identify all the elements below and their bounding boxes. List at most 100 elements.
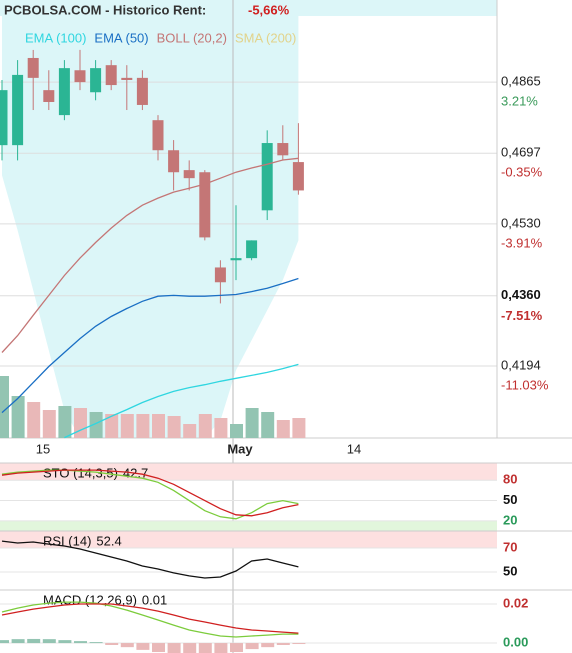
legend-entry: BOLL (20,2): [157, 30, 227, 45]
bollinger-band: [2, 0, 299, 438]
overbought-zone: [0, 531, 497, 549]
y-tick-change: -0.35%: [501, 165, 543, 180]
volume-bar: [136, 414, 150, 438]
x-tick-label: 14: [347, 441, 361, 456]
volume-bar: [74, 408, 87, 438]
candle-body: [183, 170, 195, 179]
current-change: -7.51%: [501, 308, 543, 323]
volume-bar: [198, 414, 212, 438]
candle-body: [277, 143, 289, 156]
macd-bar: [120, 643, 134, 648]
y-tick-label: 0,4194: [501, 357, 541, 372]
panel-value: 52.4: [96, 533, 121, 548]
y-tick-change: -3.91%: [501, 235, 543, 250]
y-tick-label: 0,4865: [501, 74, 541, 89]
macd-bar: [89, 642, 103, 644]
macd-bar: [276, 643, 290, 646]
candle-body: [90, 68, 102, 93]
y-tick-change: 3.21%: [501, 94, 538, 109]
volume-bar: [89, 412, 103, 438]
macd-bar: [152, 643, 165, 653]
volume-bar: [0, 376, 9, 438]
y-tick-label: 80: [503, 472, 517, 487]
volume-bar: [261, 412, 275, 438]
candle-body: [12, 74, 24, 146]
indicator-line: [64, 363, 299, 439]
legend-entry: EMA (100): [25, 30, 86, 45]
volume-bar: [42, 410, 56, 438]
candle-body: [199, 172, 211, 238]
macd-bar: [74, 641, 87, 644]
candle-body: [0, 90, 8, 146]
legend-entry: EMA (50): [94, 30, 148, 45]
plots: [0, 49, 306, 653]
candle-body: [214, 267, 226, 283]
indicator-line: [1, 277, 299, 414]
y-tick-change: -11.03%: [501, 377, 549, 392]
panel-label: STO (14,3,5): [43, 465, 118, 480]
volume-bar: [183, 424, 197, 438]
y-tick-label: 0.02: [503, 595, 528, 610]
candle-body: [168, 150, 180, 173]
candle-body: [136, 77, 148, 105]
candle-body: [74, 70, 86, 83]
macd-bar: [11, 639, 25, 644]
candle-body: [292, 162, 304, 191]
y-tick-label: 0,4530: [501, 215, 541, 230]
volume-bar: [120, 414, 134, 438]
volume-bar: [292, 418, 306, 438]
legend-entry: SMA (200): [235, 30, 296, 45]
macd-bar: [183, 643, 197, 653]
rent-value: -5,66%: [248, 2, 290, 17]
macd-bar: [27, 638, 41, 644]
x-tick-label: May: [227, 441, 253, 456]
macd-bar: [58, 640, 72, 644]
volume-bar: [27, 402, 41, 438]
indicator-line: [1, 540, 299, 579]
volume-bar: [152, 414, 165, 438]
candle-body: [58, 68, 70, 116]
candle-body: [261, 143, 273, 211]
candle-body: [152, 120, 164, 151]
volume-bar: [105, 414, 119, 438]
panel-value: 0.01: [142, 592, 167, 607]
macd-bar: [292, 643, 306, 645]
macd-bar: [167, 643, 181, 653]
candle-body: [246, 240, 258, 259]
macd-bar: [136, 643, 150, 650]
top-strip: [0, 0, 497, 16]
indicator-line: [1, 469, 299, 517]
candle-body: [27, 57, 39, 78]
candle-body: [121, 77, 133, 80]
volume-bar: [167, 416, 181, 438]
macd-bar: [230, 643, 243, 653]
y-tick-label: 50: [503, 492, 517, 507]
volume-bar: [11, 396, 25, 438]
y-tick-label: 20: [503, 512, 517, 527]
macd-bar: [198, 643, 212, 653]
macd-bar: [245, 643, 259, 650]
y-tick-label: 50: [503, 563, 517, 578]
indicator-line: [1, 157, 299, 353]
macd-bar: [42, 639, 56, 644]
volume-bar: [230, 424, 243, 438]
macd-bar: [105, 643, 119, 646]
y-tick-label: 0,4697: [501, 145, 541, 160]
volume-bar: [58, 406, 72, 438]
indicator-line: [1, 603, 299, 634]
candle-body: [43, 90, 55, 102]
macd-bar: [261, 643, 275, 648]
candle-body: [105, 65, 117, 86]
indicator-line: [1, 469, 299, 520]
y-tick-label: 0.00: [503, 634, 528, 649]
x-tick-label: 15: [36, 441, 50, 456]
candle-body: [230, 258, 242, 261]
site-title: PCBOLSA.COM - Historico Rent:: [4, 2, 206, 17]
volume-bar: [276, 420, 290, 438]
macd-bar: [214, 643, 228, 653]
y-tick-label: 70: [503, 539, 517, 554]
volume-bar: [245, 408, 259, 438]
macd-bar: [0, 640, 9, 644]
